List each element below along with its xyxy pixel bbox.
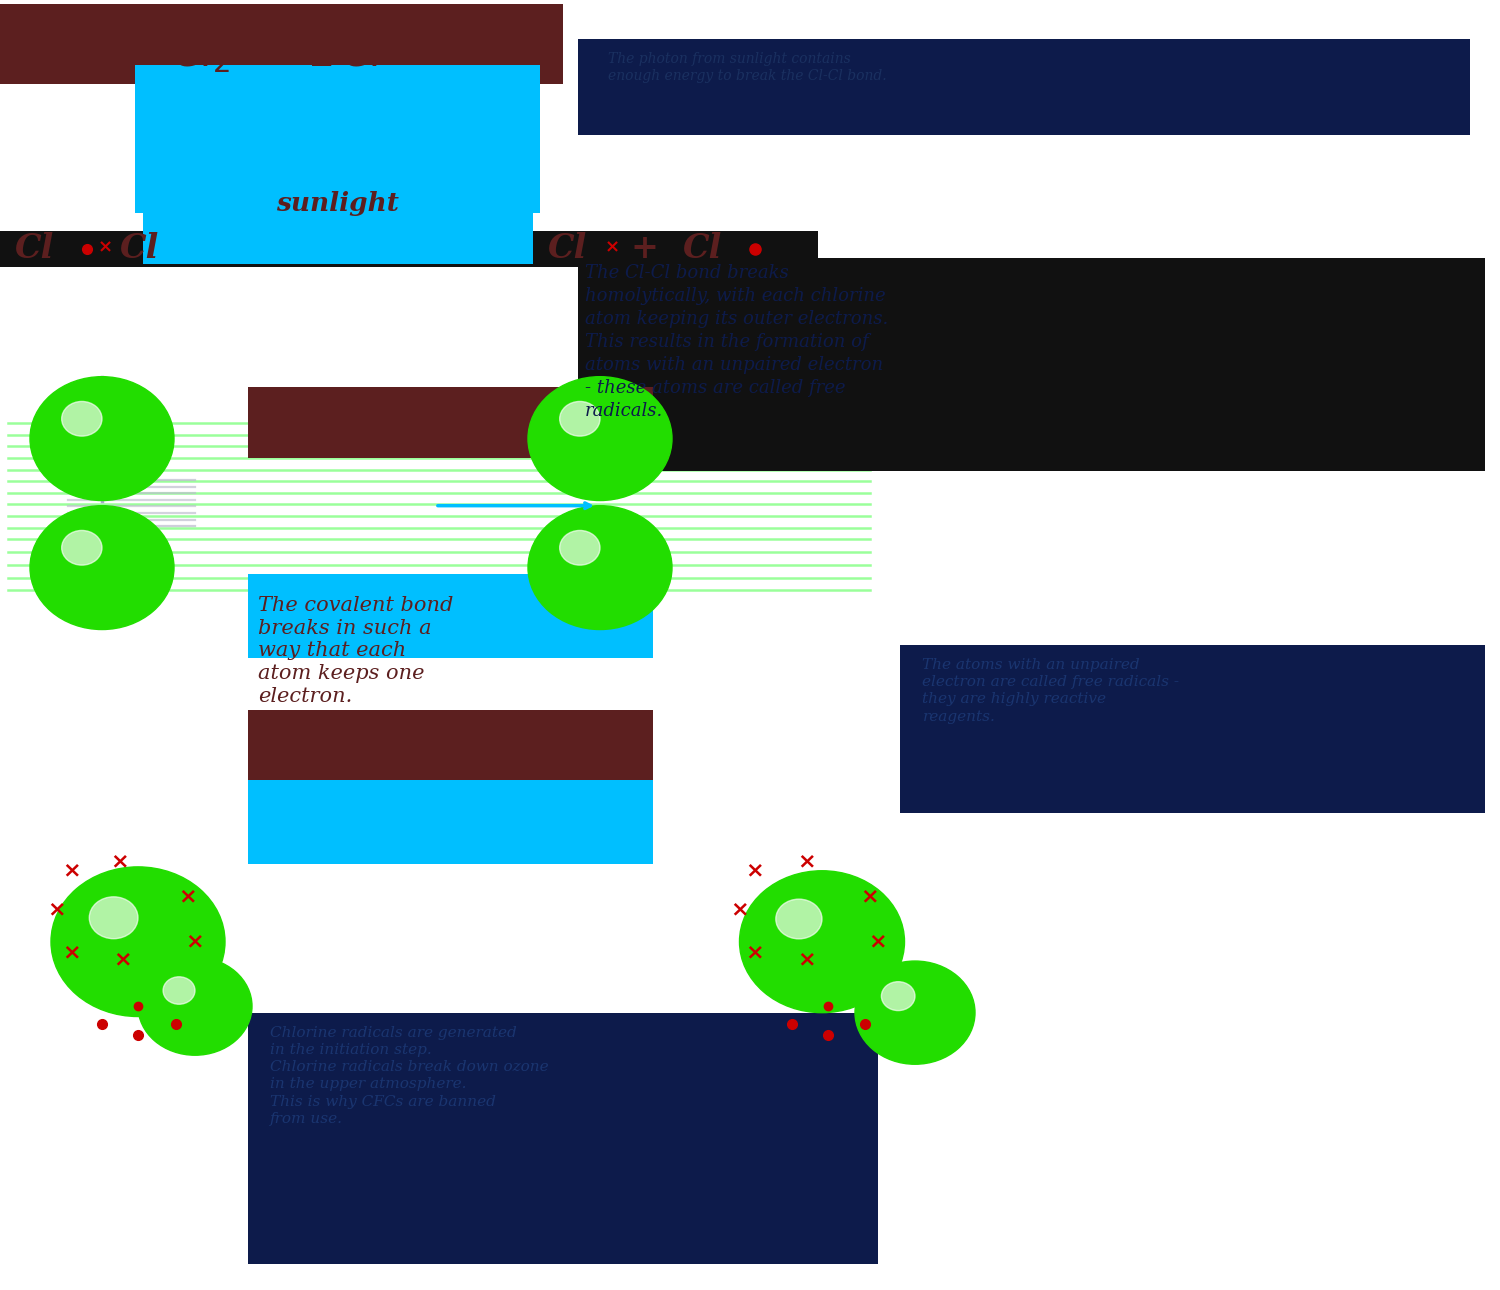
Text: Cl: Cl (548, 232, 586, 266)
FancyBboxPatch shape (900, 645, 1485, 813)
Text: ×: × (868, 931, 886, 952)
Circle shape (30, 377, 174, 501)
Text: Cl: Cl (120, 232, 159, 266)
Text: homolytic bond
fission: homolytic bond fission (266, 787, 482, 838)
FancyBboxPatch shape (248, 710, 652, 780)
Circle shape (882, 982, 915, 1010)
Text: ×: × (114, 949, 132, 970)
Text: sunlight: sunlight (276, 191, 399, 215)
Circle shape (62, 530, 102, 565)
Text: ×: × (63, 942, 81, 962)
Text: Cl: Cl (682, 232, 722, 266)
Text: ×: × (111, 851, 129, 872)
Circle shape (30, 506, 174, 630)
Circle shape (776, 899, 822, 939)
Text: ×: × (63, 860, 81, 881)
FancyBboxPatch shape (0, 231, 818, 267)
Text: ×: × (48, 899, 66, 920)
FancyBboxPatch shape (578, 258, 1485, 471)
Circle shape (528, 377, 672, 501)
Text: Cl: Cl (15, 232, 54, 266)
Text: ×: × (746, 942, 764, 962)
Text: ×: × (604, 239, 619, 257)
Text: Chlorine radicals are generated
in the initiation step.
Chlorine radicals break : Chlorine radicals are generated in the i… (270, 1026, 549, 1126)
FancyBboxPatch shape (0, 4, 562, 84)
Text: ×: × (746, 860, 764, 881)
Circle shape (138, 957, 252, 1055)
Text: The atoms with an unpaired
electron are called free radicals -
they are highly r: The atoms with an unpaired electron are … (922, 658, 1179, 724)
Text: ×: × (730, 899, 748, 920)
Text: ×: × (98, 239, 112, 257)
Text: ×: × (186, 931, 204, 952)
Circle shape (164, 977, 195, 1004)
Text: gun contains
enough energy to
break the Cl-Cl: gun contains enough energy to break the … (258, 393, 444, 458)
FancyBboxPatch shape (248, 387, 652, 458)
FancyBboxPatch shape (248, 574, 652, 658)
Text: $Cl_2 \longrightarrow 2\,Cl$: $Cl_2 \longrightarrow 2\,Cl$ (171, 31, 384, 75)
Circle shape (90, 897, 138, 939)
Circle shape (51, 867, 225, 1017)
FancyBboxPatch shape (142, 142, 532, 264)
Text: +: + (630, 232, 658, 266)
Text: ×: × (178, 886, 196, 907)
Circle shape (855, 961, 975, 1064)
FancyBboxPatch shape (248, 1013, 877, 1264)
Text: ×: × (798, 949, 816, 970)
Circle shape (62, 401, 102, 436)
Text: The photon from sunlight contains
enough energy to break the Cl-Cl bond.: The photon from sunlight contains enough… (608, 52, 886, 83)
Circle shape (528, 506, 672, 630)
FancyBboxPatch shape (248, 780, 652, 864)
Circle shape (740, 871, 904, 1013)
Circle shape (560, 401, 600, 436)
FancyBboxPatch shape (578, 39, 1470, 135)
Text: ×: × (861, 886, 879, 907)
Text: The covalent bond
breaks in such a
way that each
atom keeps one
electron.: The covalent bond breaks in such a way t… (258, 596, 453, 706)
Circle shape (560, 530, 600, 565)
Text: The Cl-Cl bond breaks
homolytically, with each chlorine
atom keeping its outer e: The Cl-Cl bond breaks homolytically, wit… (585, 264, 888, 419)
Text: ×: × (798, 851, 816, 872)
FancyBboxPatch shape (135, 64, 540, 213)
